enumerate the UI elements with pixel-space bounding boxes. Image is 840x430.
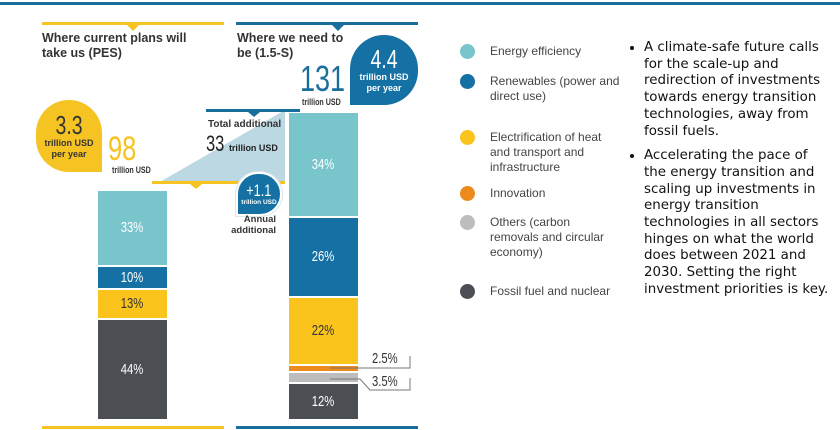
bar-segment-innovation <box>289 365 358 374</box>
target-annual-unit: trillion USD per year <box>359 72 409 93</box>
bar-segment-renewables: 26% <box>289 217 358 298</box>
segment-label: 13% <box>121 295 144 313</box>
bullet-list: A climate-safe future calls for the scal… <box>628 40 833 307</box>
segment-label: 26% <box>312 248 335 266</box>
wedge-shape <box>158 110 285 183</box>
target-annual-value: 4.4 <box>370 44 398 74</box>
target-level-rule <box>206 109 300 112</box>
segment-label: 22% <box>312 322 335 340</box>
additional-unit: trillion USD <box>228 143 278 153</box>
target-annual-bubble: 4.4 trillion USD per year <box>350 35 418 105</box>
bar-segment-energy: 34% <box>289 113 358 218</box>
others-leader <box>330 378 411 391</box>
legend-label: Electrification of heat and transport an… <box>490 130 602 174</box>
annual-additional-unit: trillion USD <box>241 199 277 206</box>
bar-segment-electrification: 22% <box>289 297 358 366</box>
legend-dot-icon <box>460 186 475 201</box>
legend-dot-icon <box>460 284 475 299</box>
legend-label: Others (carbon removals and circular eco… <box>490 215 605 259</box>
target-bottom-rule <box>236 426 418 429</box>
legend-dot-icon <box>460 215 475 230</box>
annual-additional-bubble: +1.1 trillion USD <box>236 172 282 216</box>
target-header-rule <box>236 22 418 25</box>
target-header-notch <box>332 25 344 31</box>
segment-label: 44% <box>121 360 144 378</box>
bar-segment-others <box>289 373 358 385</box>
others-label: 3.5% <box>372 373 398 390</box>
segment-label: 34% <box>312 155 335 173</box>
innovation-label: 2.5% <box>372 350 398 367</box>
bar-segment-fossil: 12% <box>289 384 358 421</box>
leader-lines <box>330 356 411 391</box>
additional-total: 33 trillion USD <box>206 131 278 157</box>
top-rule <box>0 2 840 5</box>
annual-additional-label: Annual additional <box>231 214 276 236</box>
pes-total-unit: trillion USD <box>112 165 151 176</box>
target-total-unit: trillion USD <box>302 97 341 108</box>
bar-segment-fossil: 44% <box>98 319 167 421</box>
pes-header: Where current plans will take us (PES) <box>42 31 187 60</box>
pes-level-notch <box>190 184 202 189</box>
segment-label: 33% <box>121 219 144 237</box>
additional-value: 33 <box>206 131 225 156</box>
legend-dot-icon <box>460 74 475 89</box>
bullet-item: A climate-safe future calls for the scal… <box>644 40 833 140</box>
pes-annual-unit: trillion USD per year <box>44 138 94 159</box>
innovation-leader <box>330 356 411 369</box>
segment-label: 12% <box>312 393 335 410</box>
pes-total: 98 <box>108 130 137 168</box>
legend-dot-icon <box>460 44 475 59</box>
annual-additional-value: +1.1 <box>246 181 272 200</box>
target-total: 131 <box>300 58 346 99</box>
bar-segment-energy: 33% <box>98 190 167 267</box>
legend-label: Energy efficiency <box>490 44 582 58</box>
legend-label: Renewables (power and direct use) <box>490 74 620 103</box>
pes-header-notch <box>127 25 139 31</box>
bullet-item: Accelerating the pace of the energy tran… <box>644 148 833 298</box>
legend-dot-icon <box>460 130 475 145</box>
pes-annual-bubble: 3.3 trillion USD per year <box>36 100 102 172</box>
pes-annual-value: 3.3 <box>55 110 83 140</box>
additional-wedge <box>152 110 285 184</box>
legend-label: Fossil fuel and nuclear <box>490 284 611 298</box>
additional-label: Total additional <box>208 119 282 130</box>
target-level-notch <box>248 112 260 117</box>
bar-segment-electrification: 13% <box>98 289 167 320</box>
legend-label: Innovation <box>490 186 546 200</box>
segment-label: 10% <box>121 268 144 286</box>
pes-level-rule <box>152 181 285 184</box>
pes-bottom-rule <box>42 426 224 429</box>
bar-segment-renewables: 10% <box>98 266 167 290</box>
pes-header-rule <box>42 22 224 25</box>
target-header: Where we need to be (1.5-S) <box>237 31 344 60</box>
